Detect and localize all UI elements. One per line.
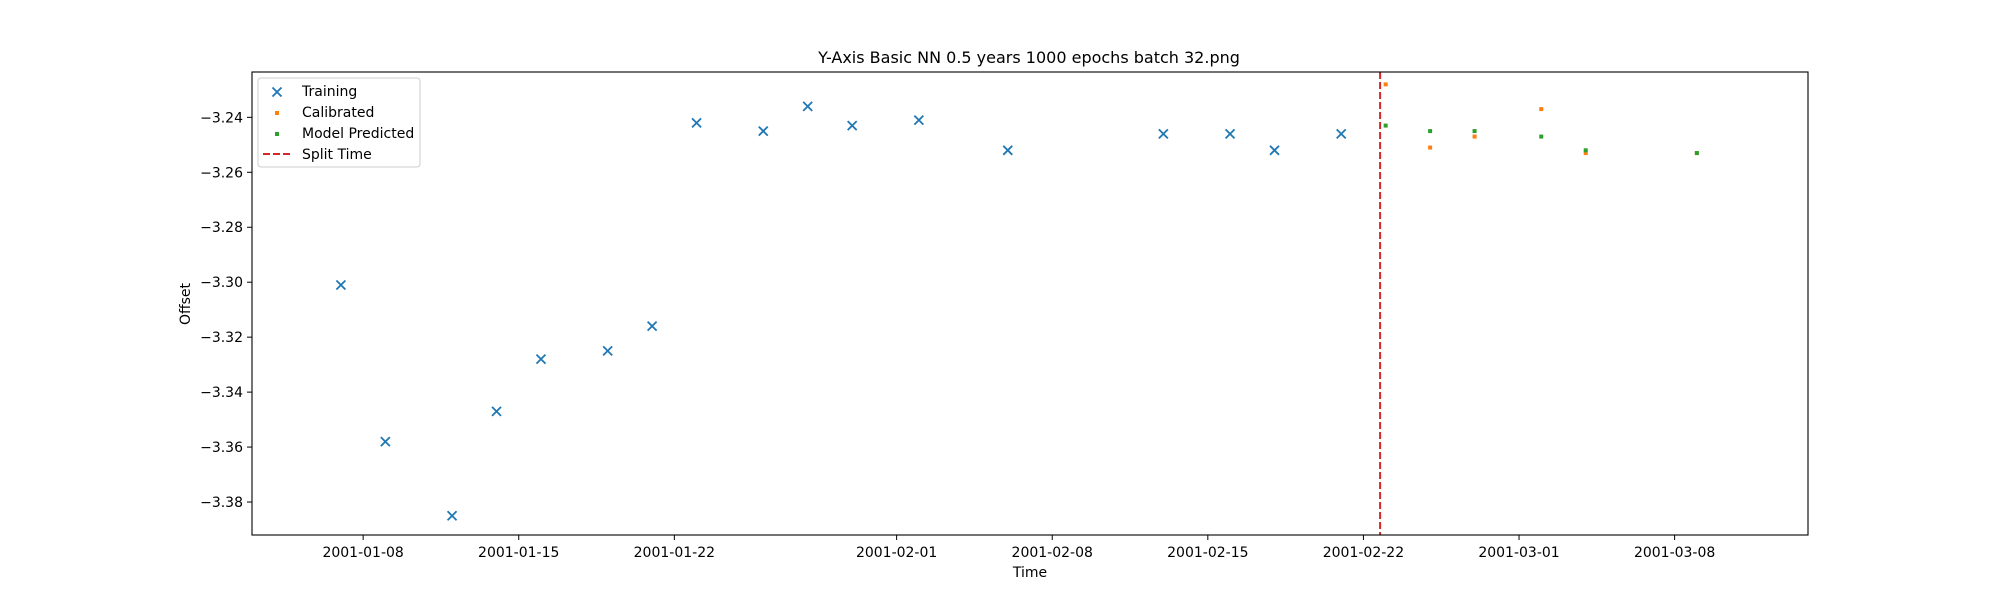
legend-swatch xyxy=(271,86,283,98)
data-point xyxy=(491,406,502,417)
x-tick-label: 2001-03-01 xyxy=(1478,545,1559,561)
data-point xyxy=(646,321,658,332)
legend: Training Calibrated Model Predicted Split T… xyxy=(257,77,421,168)
legend-swatch xyxy=(275,111,279,115)
data-point xyxy=(802,101,813,112)
series-training xyxy=(335,101,1347,521)
x-tick-label: 2001-01-22 xyxy=(634,545,715,561)
data-point xyxy=(1336,128,1347,139)
y-tick-label: −3.30 xyxy=(200,275,243,291)
x-tick-label: 2001-02-08 xyxy=(1012,545,1093,561)
y-tick-label: −3.28 xyxy=(200,220,243,236)
data-point xyxy=(1583,148,1588,153)
legend-item-split-time: Split Time xyxy=(263,147,372,163)
data-point xyxy=(913,114,924,126)
data-point xyxy=(535,354,547,365)
data-point xyxy=(691,117,702,128)
y-tick-label: −3.34 xyxy=(200,385,243,401)
legend-label: Split Time xyxy=(302,147,372,163)
data-point xyxy=(1428,145,1433,150)
legend-label: Calibrated xyxy=(302,105,374,121)
legend-item-training: Training xyxy=(271,84,357,100)
data-point xyxy=(1539,134,1544,139)
data-point xyxy=(1539,107,1544,112)
data-point xyxy=(1694,151,1699,156)
data-point xyxy=(1583,151,1588,156)
data-point xyxy=(758,125,769,137)
legend-label: Model Predicted xyxy=(302,126,414,142)
data-point xyxy=(446,510,458,521)
legend-label: Training xyxy=(301,84,357,100)
y-tick-label: −3.38 xyxy=(200,495,243,511)
data-point xyxy=(380,436,391,447)
x-tick-label: 2001-03-08 xyxy=(1634,545,1715,561)
legend-box xyxy=(257,77,421,168)
data-point xyxy=(1428,129,1433,134)
y-tick-label: −3.24 xyxy=(200,110,243,126)
plot-frame xyxy=(251,71,1809,536)
x-tick-label: 2001-02-15 xyxy=(1167,545,1248,561)
x-tick-label: 2001-01-15 xyxy=(478,545,559,561)
series-calibrated xyxy=(1383,82,1699,156)
data-point xyxy=(335,279,347,291)
x-axis-label: Time xyxy=(1012,565,1047,581)
data-point xyxy=(1472,134,1477,139)
data-point xyxy=(1269,145,1280,156)
legend-item-model-predicted: Model Predicted xyxy=(275,126,414,142)
y-tick-label: −3.26 xyxy=(200,165,243,181)
x-tick-label: 2001-02-22 xyxy=(1323,545,1404,561)
x-tick-label: 2001-02-01 xyxy=(856,545,937,561)
data-point xyxy=(847,120,858,131)
y-tick-label: −3.32 xyxy=(200,330,243,346)
chart-title: Y-Axis Basic NN 0.5 years 1000 epochs ba… xyxy=(817,48,1240,67)
y-axis-label: Offset xyxy=(178,282,194,325)
series-model-predicted xyxy=(1383,123,1699,156)
legend-item-calibrated: Calibrated xyxy=(275,105,374,121)
x-tick-label: 2001-01-08 xyxy=(322,545,403,561)
data-point xyxy=(1383,123,1388,128)
y-tick-label: −3.36 xyxy=(200,440,243,456)
data-point xyxy=(1158,128,1169,139)
data-point xyxy=(1002,145,1013,156)
data-point xyxy=(1383,82,1388,87)
data-point xyxy=(602,345,613,357)
legend-swatch xyxy=(275,132,279,136)
data-point xyxy=(1224,128,1236,139)
data-point xyxy=(1472,129,1477,134)
